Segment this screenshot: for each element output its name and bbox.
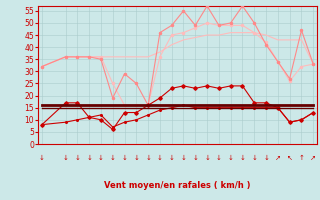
- X-axis label: Vent moyen/en rafales ( km/h ): Vent moyen/en rafales ( km/h ): [104, 181, 251, 190]
